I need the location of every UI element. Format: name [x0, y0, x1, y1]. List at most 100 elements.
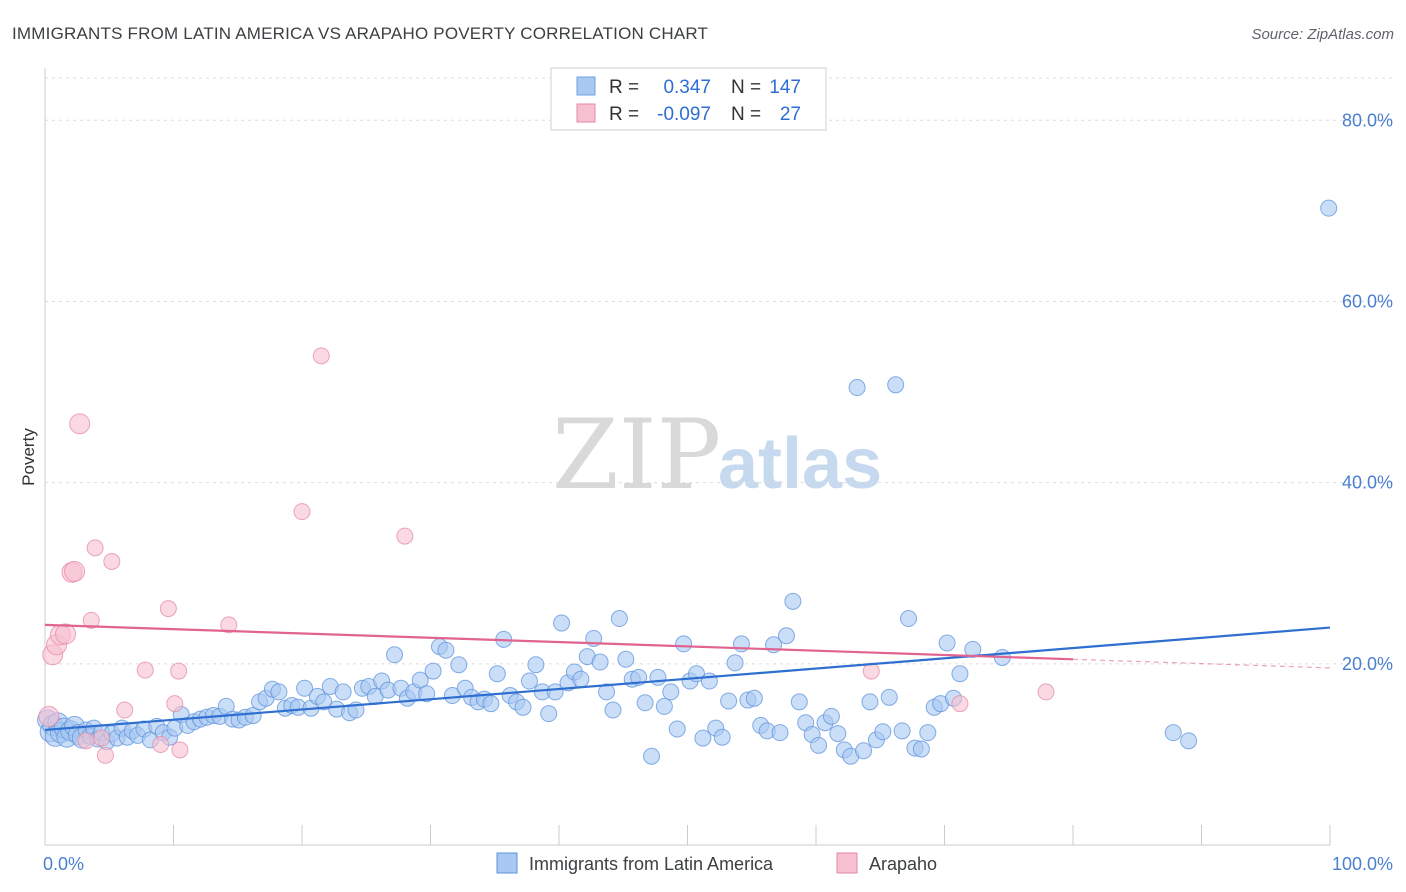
point-series0-137: [861, 693, 879, 711]
point-series0-41: [244, 706, 262, 724]
point-series0-124: [777, 627, 795, 645]
point-series0-140: [880, 688, 898, 706]
point-series1-10: [86, 539, 104, 557]
watermark-zip: ZIP: [552, 399, 721, 511]
point-series1-26: [951, 695, 969, 713]
point-series0-98: [610, 610, 628, 628]
point-series0-131: [822, 707, 840, 725]
point-series1-6: [64, 560, 86, 582]
trend-line-series0: [44, 626, 1331, 732]
point-series1-24: [396, 527, 414, 545]
stats-legend-frame: [550, 67, 827, 131]
point-series0-84: [520, 672, 538, 690]
point-series0-145: [912, 740, 930, 758]
point-series0-139: [874, 723, 892, 741]
point-series1-16: [152, 735, 170, 753]
point-series0-108: [675, 635, 693, 653]
point-series0-83: [514, 698, 532, 716]
point-series1-13: [103, 552, 121, 570]
stats-n-label-1: N =: [731, 104, 761, 125]
point-series0-55: [334, 683, 352, 701]
y-tick-label-1: 40.0%: [1342, 473, 1393, 493]
point-series0-72: [443, 687, 461, 705]
point-series1-15: [136, 661, 154, 679]
stats-n-label-0: N =: [731, 77, 761, 98]
legend-label-0: Immigrants from Latin America: [529, 854, 774, 874]
point-series0-73: [450, 656, 468, 674]
point-series0-52: [315, 693, 333, 711]
point-series1-4: [55, 623, 77, 645]
point-series0-151: [951, 665, 969, 683]
point-series0-106: [662, 683, 680, 701]
point-series1-22: [293, 503, 311, 521]
legend-label-1: Arapaho: [869, 854, 937, 874]
trend-line-series1: [44, 623, 1074, 661]
legend-swatch-1: [836, 852, 858, 874]
point-series1-21: [220, 616, 238, 634]
point-series1-8: [77, 732, 95, 750]
stats-legend: R = 0.347 N = 147 R = -0.097 N = 27: [550, 67, 827, 131]
point-series0-119: [745, 689, 763, 707]
point-series0-136: [855, 742, 873, 760]
point-series0-71: [437, 641, 455, 659]
point-series0-129: [810, 736, 828, 754]
point-series0-125: [784, 592, 802, 610]
point-series0-112: [700, 672, 718, 690]
point-series0-97: [604, 701, 622, 719]
stats-swatch-1: [576, 103, 596, 123]
y-axis-label: Poverty: [19, 428, 38, 486]
point-series1-9: [82, 611, 100, 629]
point-series0-102: [636, 694, 654, 712]
point-series0-146: [919, 724, 937, 742]
point-series0-87: [540, 705, 558, 723]
point-series1-20: [170, 662, 188, 680]
source-label: Source: ZipAtlas.com: [1251, 26, 1394, 43]
point-series0-156: [1320, 199, 1338, 217]
point-series0-141: [887, 376, 905, 394]
point-series1-0: [38, 705, 60, 727]
point-series0-115: [720, 692, 738, 710]
point-series0-114: [713, 728, 731, 746]
y-tick-label-0: 20.0%: [1342, 654, 1393, 674]
point-series0-111: [694, 729, 712, 747]
point-series0-45: [270, 683, 288, 701]
trend-lines: [44, 623, 1331, 732]
point-series0-79: [488, 665, 506, 683]
point-series0-96: [598, 683, 616, 701]
point-series1-12: [96, 746, 114, 764]
point-series1-23: [312, 347, 330, 365]
point-series0-155: [1180, 732, 1198, 750]
point-series0-78: [482, 695, 500, 713]
point-series0-99: [617, 650, 635, 668]
point-series1-18: [166, 695, 184, 713]
stats-n-value-1: 27: [780, 104, 801, 125]
y-tick-label-2: 60.0%: [1342, 291, 1393, 311]
stats-r-value-1: -0.097: [657, 104, 711, 125]
point-series0-89: [553, 614, 571, 632]
stats-r-value-0: 0.347: [663, 77, 711, 98]
point-series0-103: [643, 747, 661, 765]
point-series1-19: [171, 741, 189, 759]
point-series0-132: [829, 725, 847, 743]
point-series0-135: [848, 379, 866, 397]
point-series0-152: [964, 640, 982, 658]
point-series0-107: [668, 720, 686, 738]
point-series0-92: [572, 670, 590, 688]
gridlines: [45, 77, 1392, 665]
point-series0-67: [411, 671, 429, 689]
point-series0-85: [527, 656, 545, 674]
series-legend: Immigrants from Latin America Arapaho: [496, 852, 937, 874]
point-series0-154: [1164, 724, 1182, 742]
watermark-atlas: atlas: [718, 424, 882, 504]
point-series0-142: [893, 722, 911, 740]
x-tick-label-1: 100.0%: [1332, 854, 1393, 874]
point-series1-27: [1037, 683, 1055, 701]
point-series0-49: [296, 679, 314, 697]
y-tick-label-3: 80.0%: [1342, 110, 1393, 130]
x-tick-labels: 0.0% 100.0%: [43, 854, 1393, 874]
point-series0-149: [938, 634, 956, 652]
point-series0-105: [655, 697, 673, 715]
trend-extension-series1: [1072, 658, 1331, 669]
watermark: ZIP atlas: [552, 399, 882, 511]
